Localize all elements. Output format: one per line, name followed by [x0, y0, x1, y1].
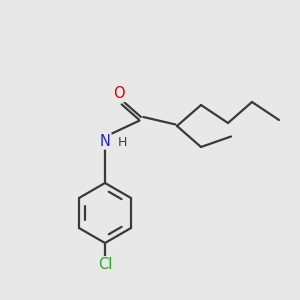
- Text: N: N: [100, 134, 110, 148]
- Text: Cl: Cl: [98, 257, 112, 272]
- Text: O: O: [113, 86, 125, 101]
- Text: H: H: [118, 136, 127, 149]
